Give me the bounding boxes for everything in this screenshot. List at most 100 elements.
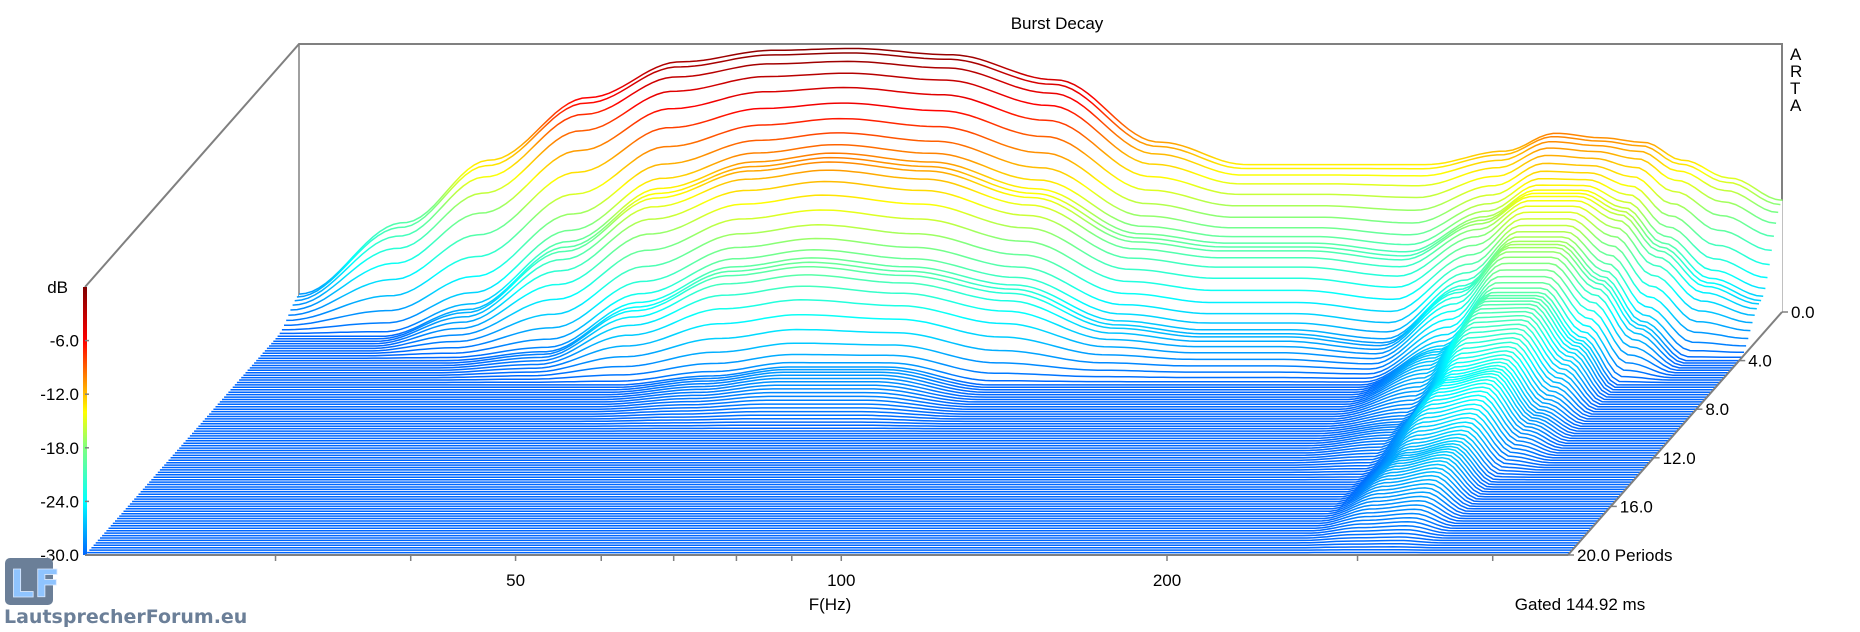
decay-slice [245, 269, 1729, 374]
slice-curve [123, 487, 1607, 513]
slice-curve [170, 407, 1655, 459]
slice-occlusion-fill [155, 437, 1640, 475]
slice-curve [166, 416, 1650, 464]
slice-curve [222, 314, 1706, 401]
periods-tick-label: 8.0 [1705, 400, 1729, 419]
slice-curve [241, 282, 1725, 379]
slice-occlusion-fill [134, 468, 1618, 500]
periods-axis-line [1567, 311, 1783, 556]
axes-frame [84, 43, 1783, 312]
slice-occlusion-fill [129, 475, 1614, 504]
decay-slice [97, 536, 1582, 542]
slice-occlusion-fill [157, 434, 1642, 473]
slice-curve [110, 512, 1595, 527]
slice-curve [213, 332, 1697, 410]
logo-text: LautsprecherForum.eu [4, 606, 248, 628]
z-tick-label: -24.0 [40, 492, 79, 511]
chart-title: Burst Decay [1011, 14, 1104, 33]
slice-occlusion-fill [144, 451, 1629, 487]
lf-logo: LF [5, 558, 61, 606]
slice-curve [172, 403, 1657, 457]
slice-curve [95, 539, 1580, 544]
slice-curve [108, 516, 1592, 530]
decay-slice [159, 429, 1644, 471]
periods-tick-label: 20.0 Periods [1577, 546, 1672, 565]
decay-slices [85, 47, 1783, 556]
slice-curve [162, 425, 1646, 469]
slice-curve [159, 429, 1644, 471]
slice-curve [102, 528, 1586, 537]
slice-curve [112, 508, 1597, 525]
periods-tick-label: 16.0 [1620, 497, 1653, 516]
slice-curve [127, 478, 1612, 508]
decay-slice [112, 508, 1597, 525]
slice-curve [104, 525, 1588, 534]
decay-slice [102, 528, 1586, 537]
slice-occlusion-fill [136, 464, 1620, 497]
slice-curve [204, 350, 1689, 420]
slice-curve [219, 319, 1704, 403]
slice-curve [266, 209, 1751, 350]
decay-slice [93, 542, 1578, 547]
slice-curve [283, 132, 1768, 327]
slice-curve [100, 532, 1584, 539]
z-tick-label: -6.0 [50, 332, 79, 351]
slice-occlusion-fill [138, 460, 1622, 495]
slice-curve [290, 86, 1774, 311]
decay-slice [123, 487, 1607, 513]
slice-curve [97, 536, 1582, 542]
slice-curve [119, 495, 1603, 517]
slice-curve [106, 521, 1590, 532]
decay-slice [155, 436, 1640, 476]
slice-curve [207, 345, 1691, 418]
slice-occlusion-fill [140, 457, 1625, 492]
slice-curve [215, 327, 1699, 408]
decay-slice [147, 448, 1631, 486]
slice-curve [140, 456, 1625, 493]
slice-curve [277, 156, 1762, 338]
slice-curve [264, 224, 1749, 352]
slice-curve [168, 412, 1652, 461]
slice-curve [251, 251, 1736, 367]
slice-curve [93, 542, 1578, 547]
decay-slice [134, 467, 1618, 500]
periods-tick-label: 4.0 [1748, 352, 1772, 371]
arta-letter: A [1790, 45, 1802, 64]
x-tick-label: 100 [827, 571, 855, 590]
slice-curve [157, 433, 1642, 474]
periods-tick-label: 12.0 [1663, 449, 1696, 468]
logo-mark: LF [10, 562, 60, 606]
slice-occlusion-fill [147, 448, 1631, 485]
slice-curve [202, 354, 1687, 423]
slice-curve [177, 394, 1661, 452]
slice-curve [217, 323, 1702, 406]
arta-letter: R [1790, 62, 1802, 81]
slice-curve [181, 386, 1665, 447]
decay-slice [110, 512, 1595, 527]
slice-curve [260, 236, 1744, 357]
decay-slice [95, 539, 1580, 544]
decay-slice [104, 525, 1588, 534]
slice-curve [262, 230, 1747, 355]
decay-slice [127, 478, 1612, 508]
slice-occlusion-fill [142, 454, 1627, 490]
decay-slice [136, 463, 1620, 498]
gated-annotation: Gated 144.92 ms [1515, 595, 1645, 614]
slice-curve [164, 421, 1648, 466]
slice-curve [292, 72, 1777, 306]
decay-slice [140, 456, 1625, 493]
slice-curve [129, 474, 1614, 505]
arta-letter: T [1790, 79, 1800, 98]
slice-curve [288, 102, 1772, 316]
decay-slice [115, 504, 1599, 522]
decay-slice [153, 440, 1637, 478]
slice-curve [134, 467, 1618, 500]
back-frame-line [84, 43, 1783, 312]
decay-slice [247, 262, 1732, 372]
decay-slice [129, 474, 1614, 505]
decay-slice [132, 470, 1616, 503]
slice-curve [155, 436, 1640, 476]
slice-curve [224, 310, 1708, 398]
slice-curve [138, 460, 1622, 496]
